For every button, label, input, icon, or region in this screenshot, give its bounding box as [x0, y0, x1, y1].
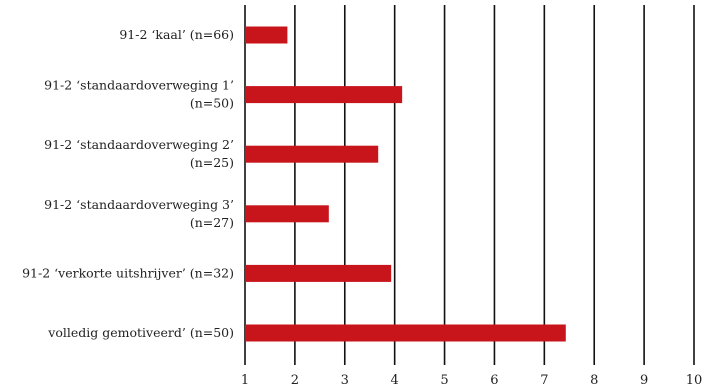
category-label: 91-2 ‘standaardoverweging 1’ — [44, 78, 234, 93]
x-tick-label: 10 — [686, 373, 703, 386]
category-label: (n=27) — [190, 215, 234, 230]
x-tick-label: 1 — [241, 373, 249, 386]
bar — [245, 86, 403, 104]
x-tick-label: 8 — [590, 373, 598, 386]
category-label: 91-2 ‘kaal’ (n=66) — [119, 27, 234, 42]
bar — [245, 26, 288, 44]
category-label: volledig gemotiveerd’ (n=50) — [47, 325, 234, 340]
x-tick-labels: 1 2 3 4 5 6 7 8 9 10 — [241, 373, 702, 386]
category-label: 91-2 ‘standaardoverweging 3’ — [44, 197, 234, 212]
x-tick-label: 9 — [640, 373, 648, 386]
x-tick-label: 6 — [490, 373, 498, 386]
category-label: (n=50) — [190, 96, 234, 111]
category-label: 91-2 ‘verkorte uitshrijver’ (n=32) — [22, 265, 234, 280]
x-tick-label: 5 — [440, 373, 448, 386]
x-tick-label: 4 — [391, 373, 399, 386]
bar — [245, 264, 392, 282]
category-label: 91-2 ‘standaardoverweging 2’ — [44, 137, 234, 152]
x-tick-label: 7 — [540, 373, 548, 386]
gridlines — [244, 5, 695, 365]
bar — [245, 324, 566, 342]
x-tick-label: 2 — [291, 373, 299, 386]
category-labels: 91-2 ‘kaal’ (n=66) 91-2 ‘standaardoverweg… — [22, 27, 234, 340]
bar — [245, 145, 379, 163]
category-label: (n=25) — [190, 155, 234, 170]
bars — [245, 26, 566, 342]
bar — [245, 205, 329, 223]
x-tick-label: 3 — [341, 373, 349, 386]
